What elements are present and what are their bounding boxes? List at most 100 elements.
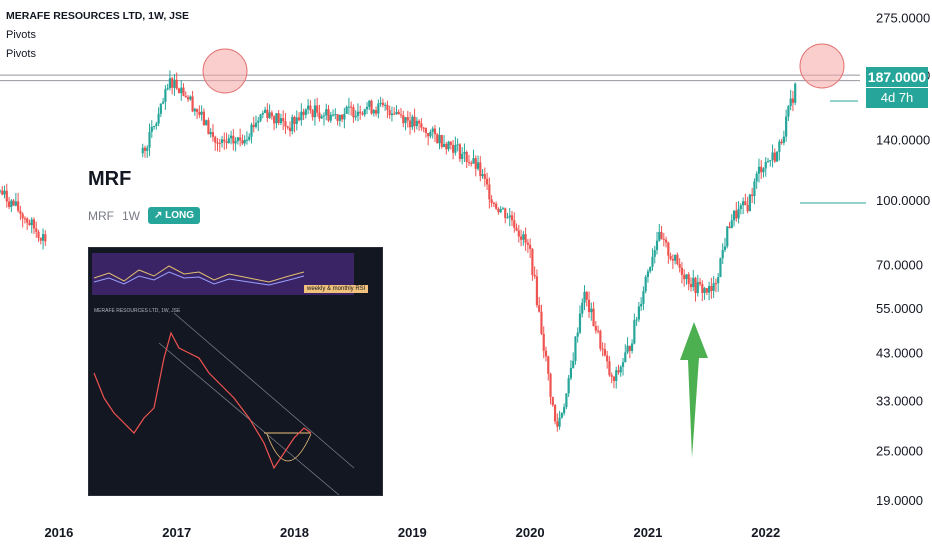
- candle: [540, 304, 543, 336]
- candle: [669, 252, 672, 261]
- candle-body: [461, 153, 464, 159]
- candle-body: [390, 113, 394, 116]
- candle-body: [624, 352, 627, 363]
- candle: [683, 269, 686, 287]
- candle-body: [372, 110, 375, 114]
- candle-body: [250, 124, 253, 137]
- candle-body: [12, 200, 15, 206]
- candle-body: [282, 118, 285, 122]
- indicator-pivots-2[interactable]: Pivots: [6, 48, 36, 60]
- candle: [268, 104, 271, 119]
- candle: [481, 169, 484, 179]
- candle-body: [440, 135, 443, 148]
- candle-body: [191, 96, 194, 112]
- candle: [574, 336, 577, 365]
- candle-body: [21, 213, 24, 219]
- candle: [703, 286, 706, 300]
- candle-body: [263, 109, 267, 113]
- candle: [599, 329, 602, 352]
- candle-body: [610, 375, 613, 377]
- candle: [730, 214, 733, 229]
- candle-body: [427, 132, 430, 137]
- candle: [340, 114, 344, 123]
- candle: [307, 98, 310, 115]
- candle: [291, 114, 294, 135]
- candle: [470, 160, 473, 167]
- candle: [769, 159, 772, 167]
- candle-body: [467, 161, 471, 163]
- candle: [655, 231, 659, 255]
- candle-body: [617, 370, 620, 373]
- candle: [782, 130, 785, 146]
- candle: [402, 110, 405, 128]
- candle: [741, 197, 745, 215]
- candle-body: [628, 345, 631, 351]
- candle-body: [347, 106, 350, 108]
- candle: [254, 115, 258, 129]
- candle-body: [640, 303, 643, 307]
- candle: [513, 212, 516, 233]
- candle: [420, 118, 423, 131]
- candle: [515, 223, 518, 232]
- candle-body: [447, 141, 450, 150]
- candle: [689, 277, 693, 292]
- candle: [739, 203, 742, 215]
- candle-body: [363, 109, 366, 115]
- candle-body: [227, 138, 230, 144]
- candle-body: [329, 114, 332, 121]
- candle: [189, 95, 192, 101]
- candle-body: [513, 220, 516, 228]
- candle: [214, 135, 217, 151]
- candle-body: [741, 201, 745, 206]
- candle-body: [422, 127, 425, 129]
- candle-body: [608, 361, 611, 376]
- candle-body: [243, 139, 246, 144]
- candle: [361, 111, 364, 116]
- idea-symbol[interactable]: MRF: [88, 168, 132, 190]
- candle: [458, 143, 462, 162]
- candle-body: [32, 219, 36, 229]
- candle-body: [463, 152, 466, 154]
- bar-countdown-label: 4d 7h: [866, 88, 928, 108]
- candle-body: [207, 120, 210, 135]
- candle-body: [44, 234, 47, 242]
- candle: [522, 231, 525, 246]
- candle-body: [336, 114, 339, 121]
- candle: [461, 147, 464, 165]
- candle: [499, 206, 502, 214]
- candle-body: [10, 200, 13, 207]
- candle: [284, 112, 287, 134]
- candle-body: [642, 291, 645, 304]
- candle-body: [664, 239, 668, 243]
- candle: [495, 201, 498, 211]
- candle-body: [39, 237, 42, 241]
- candle-body: [780, 141, 783, 143]
- candle-body: [345, 106, 348, 114]
- candle: [787, 105, 790, 122]
- candle-body: [542, 333, 545, 351]
- candle-body: [501, 208, 505, 210]
- indicator-pivots-1[interactable]: Pivots: [6, 29, 36, 41]
- candle-body: [757, 166, 761, 174]
- candle-body: [531, 248, 534, 275]
- candle: [533, 266, 536, 279]
- candle-body: [581, 302, 584, 314]
- candle: [506, 212, 509, 219]
- candle: [422, 126, 425, 133]
- candle-body: [340, 114, 344, 120]
- candle: [508, 207, 511, 227]
- candle: [309, 100, 312, 114]
- candle: [472, 149, 475, 164]
- candle-body: [519, 236, 523, 240]
- candle-body: [365, 106, 369, 110]
- x-tick-label: 2017: [162, 525, 191, 540]
- candle-body: [649, 266, 652, 272]
- candle: [624, 344, 627, 363]
- candle-body: [214, 136, 217, 143]
- candle: [368, 99, 371, 111]
- candle-body: [791, 98, 795, 103]
- highlight-circle-2017-high: [202, 48, 248, 94]
- candle-body: [28, 222, 31, 226]
- candle: [207, 117, 210, 135]
